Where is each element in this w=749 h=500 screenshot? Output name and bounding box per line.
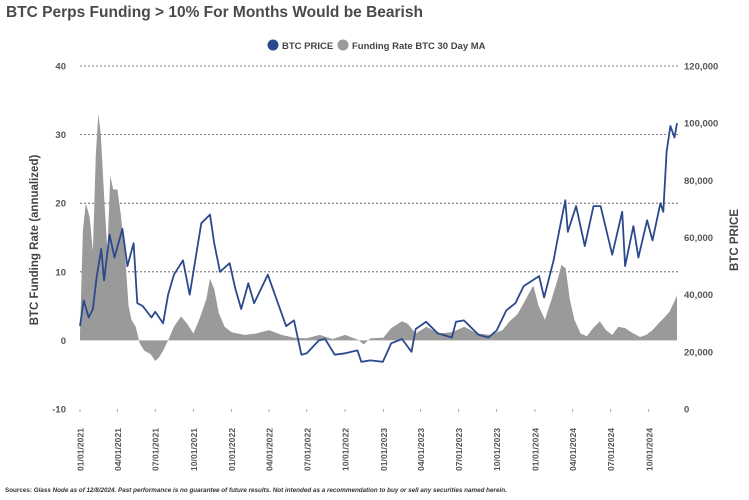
chart-title: BTC Perps Funding > 10% For Months Would… <box>6 4 423 21</box>
x-tick-label: 01/01/2024 <box>530 428 540 471</box>
right-tick-label: 20,000 <box>684 347 713 358</box>
legend: BTC PRICE Funding Rate BTC 30 Day MA <box>267 39 486 52</box>
legend-funding-label: Funding Rate BTC 30 Day MA <box>352 41 486 52</box>
x-tick-label: 10/01/2021 <box>189 428 199 471</box>
right-tick-label: 60,000 <box>684 233 713 244</box>
x-tick-label: 04/01/2022 <box>265 428 275 471</box>
footnote-text: Glass Node as of 12/8/2024. Past perform… <box>33 487 507 494</box>
x-tick-label: 01/01/2022 <box>227 428 237 471</box>
x-tick-label: 07/01/2021 <box>151 428 161 471</box>
grid-lines <box>80 65 678 273</box>
x-tick-label: 07/01/2022 <box>302 428 312 471</box>
footnote-source-label: Sources: <box>5 487 32 494</box>
right-tick-label: 120,000 <box>684 62 718 73</box>
price-series <box>79 123 678 363</box>
left-axis-title: BTC Funding Rate (annualized) <box>29 155 41 326</box>
left-tick-label: 0 <box>61 336 66 347</box>
left-tick-label: 40 <box>55 62 66 73</box>
left-tick-label: -10 <box>52 405 66 416</box>
left-tick-label: 30 <box>55 130 66 141</box>
right-axis-title: BTC PRICE <box>729 209 741 271</box>
x-tick-label: 04/01/2023 <box>416 428 426 471</box>
x-tick-label: 01/01/2021 <box>76 428 86 471</box>
right-tick-label: 40,000 <box>684 290 713 301</box>
price-line <box>79 123 678 363</box>
funding-area <box>80 114 677 361</box>
x-tick-label: 01/01/2023 <box>379 428 389 471</box>
funding-series <box>80 114 677 361</box>
x-tick-label: 07/01/2024 <box>606 428 616 471</box>
left-tick-label: 10 <box>55 267 66 278</box>
right-tick-label: 100,000 <box>684 119 718 130</box>
axes: -10 0 10 20 30 40 0 20,000 40,000 60,000 80,000 100… <box>52 62 718 472</box>
legend-funding-marker <box>337 39 349 51</box>
x-tick-label: 04/01/2021 <box>113 428 123 471</box>
x-tick-label: 10/01/2023 <box>492 428 502 471</box>
x-tick-label: 10/01/2024 <box>644 428 654 471</box>
x-tick-label: 10/01/2022 <box>341 428 351 471</box>
left-tick-label: 20 <box>55 199 66 210</box>
x-tick-label: 07/01/2023 <box>454 428 464 471</box>
right-tick-label: 80,000 <box>684 176 713 187</box>
legend-price-marker <box>267 39 279 51</box>
x-tick-label: 04/01/2024 <box>568 428 578 471</box>
source-footnote: Sources: Glass Node as of 12/8/2024. Pas… <box>5 487 507 494</box>
right-tick-label: 0 <box>684 405 689 416</box>
legend-price-label: BTC PRICE <box>282 41 333 52</box>
